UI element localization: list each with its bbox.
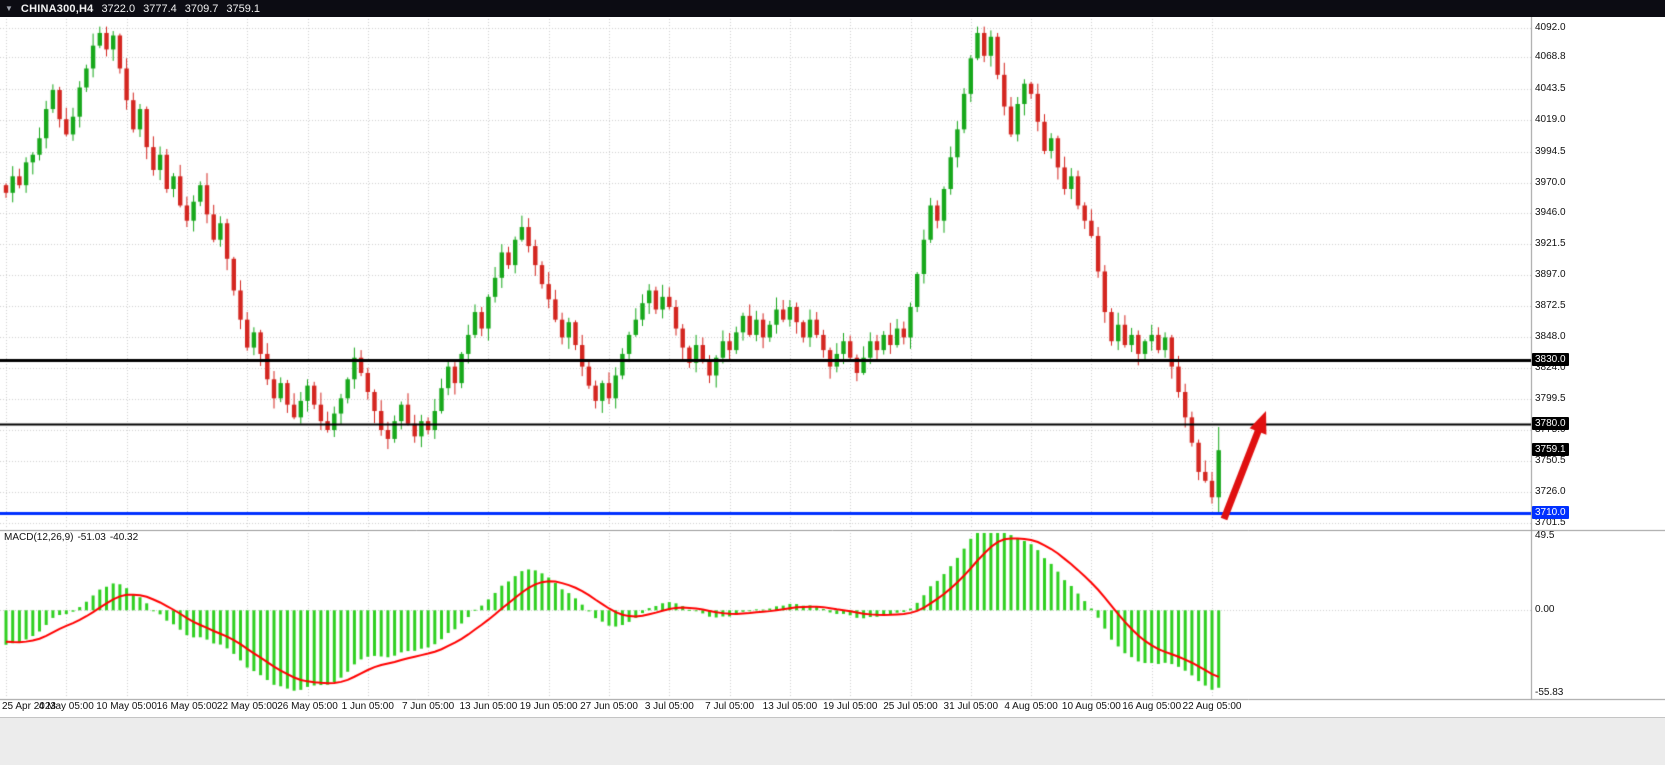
bar-open-value: 3722.0 [101,2,136,15]
window-bottom-strip [0,717,1665,765]
price-chart-canvas[interactable] [0,17,1665,765]
macd-axis-min-label: -55.83 [1535,687,1564,698]
bar-high-value: 3777.4 [143,2,177,15]
chart-header-bar: ▼ CHINA300,H4 3722.0 3777.4 3709.7 3759.… [0,0,1665,17]
macd-params: MACD(12,26,9) [4,532,74,543]
macd-main-value: -51.03 [77,532,106,543]
macd-signal-value: -40.32 [109,532,139,543]
macd-axis-max-label: 49.5 [1535,530,1555,541]
macd-axis-zero-label: 0.00 [1535,604,1555,615]
symbol-dropdown-icon[interactable]: ▼ [5,4,13,13]
symbol-period-label: CHINA300,H4 [20,2,94,15]
macd-indicator-label: MACD(12,26,9) -51.03 -40.32 [4,532,142,543]
bar-low-value: 3709.7 [184,2,219,15]
bar-close-value: 3759.1 [226,2,261,15]
